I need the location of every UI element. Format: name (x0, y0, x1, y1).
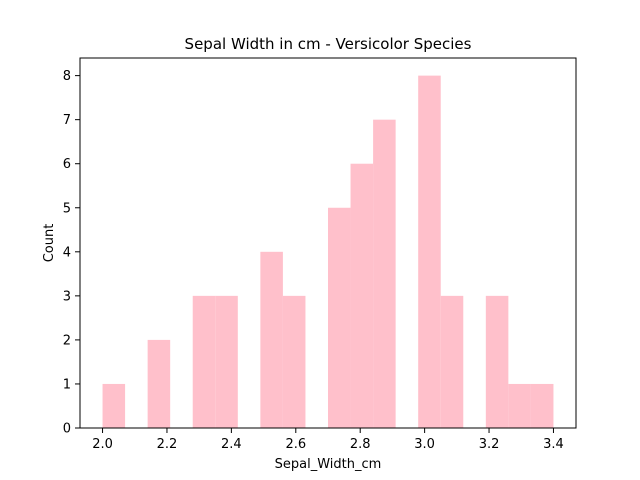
histogram-bar-14 (418, 75, 441, 428)
y-tick-label: 8 (63, 69, 71, 84)
y-tick-label: 2 (63, 333, 71, 348)
histogram-bar-11 (350, 163, 374, 428)
histogram-bar-0 (102, 383, 126, 428)
x-tick-label: 3.4 (543, 437, 564, 452)
chart-title: Sepal Width in cm - Versicolor Species (185, 35, 472, 53)
x-tick-label: 3.0 (414, 437, 435, 452)
histogram-bar-4 (192, 295, 216, 428)
x-axis-ticks: 2.0 2.2 2.4 2.6 2.8 3.0 3.2 3.4 (92, 428, 564, 452)
y-tick-label: 1 (63, 377, 71, 392)
y-tick-label: 7 (63, 113, 71, 128)
histogram-bar-5 (215, 295, 238, 428)
y-tick-label: 0 (63, 422, 71, 437)
x-tick-label: 2.2 (157, 437, 178, 452)
x-tick-label: 2.0 (92, 437, 113, 452)
histogram-bar-17 (485, 295, 509, 428)
x-tick-label: 2.4 (221, 437, 242, 452)
y-tick-label: 4 (63, 245, 71, 260)
histogram-bar-2 (147, 339, 171, 428)
y-tick-label: 5 (63, 201, 71, 216)
x-axis-label: Sepal_Width_cm (275, 457, 382, 472)
y-tick-label: 3 (63, 289, 71, 304)
plot-frame (79, 57, 577, 429)
histogram-bar-10 (328, 207, 351, 428)
histogram-bar-18 (508, 383, 531, 428)
histogram-bar-12 (373, 119, 396, 429)
y-axis-label: Count (42, 224, 57, 263)
x-tick-label: 2.6 (285, 437, 306, 452)
histogram-bar-8 (282, 295, 306, 428)
histogram-bar-19 (530, 383, 554, 428)
y-axis-ticks: 0 1 2 3 4 5 6 7 8 (63, 69, 80, 437)
x-tick-label: 2.8 (350, 437, 371, 452)
y-tick-label: 6 (63, 157, 71, 172)
bars-group (102, 75, 554, 429)
histogram-bar-7 (260, 251, 283, 428)
x-tick-label: 3.2 (479, 437, 500, 452)
histogram-bar-15 (440, 295, 464, 428)
